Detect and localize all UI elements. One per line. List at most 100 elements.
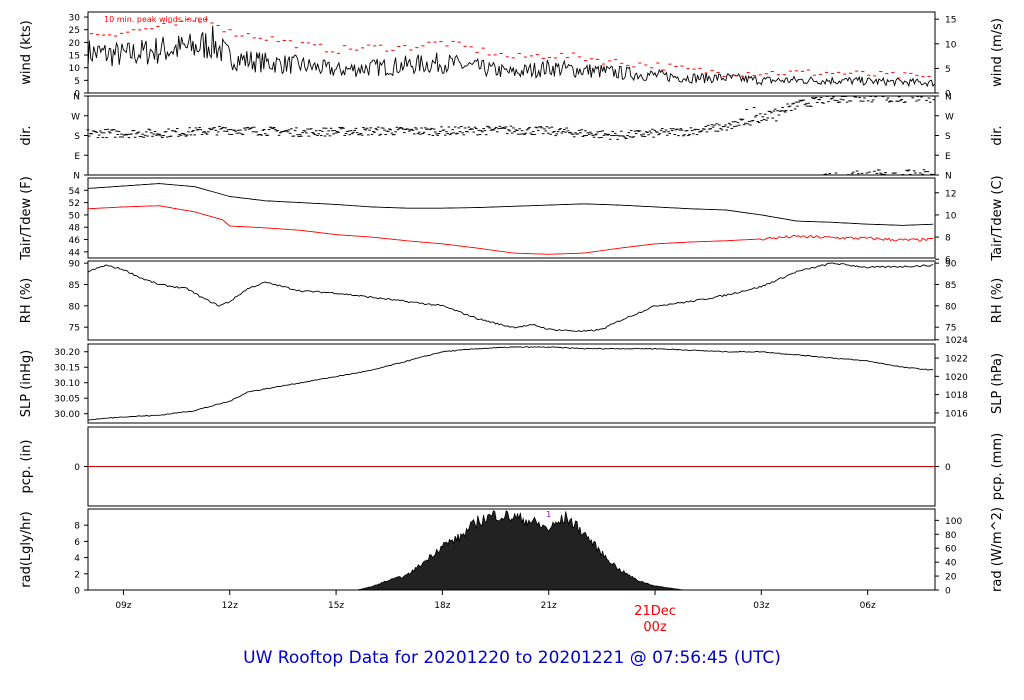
wind-ylabel-right: wind (m/s) [990,18,1005,87]
wind-left-axis-label: 20 [69,39,81,49]
pressure-right-axis-label: 1018 [945,391,968,401]
temperature-left-axis-label: 44 [69,248,81,258]
direction-ylabel-right: dir. [990,125,1005,145]
x-axis-tick-label: 09z [115,601,131,611]
humidity-left-axis-label: 80 [69,302,81,312]
humidity-right-axis-label: 75 [945,324,956,334]
temperature-left-axis-label: 52 [69,199,80,209]
humidity-right-axis-label: 80 [945,302,957,312]
wind-left-axis-label: 25 [69,26,80,36]
temperature-left-axis-label: 54 [69,187,81,197]
humidity-ylabel-right: RH (%) [990,278,1005,323]
radiation-marker: 1 [546,510,551,519]
pressure-series [87,346,934,421]
direction-right-axis-label: S [945,132,951,142]
direction-right-axis-label: W [945,112,954,122]
wind-right-axis-label: 10 [945,40,957,50]
direction-left-axis-label: S [74,132,80,142]
radiation-left-axis-label: 4 [74,554,80,564]
humidity-right-axis-label: 90 [945,260,957,270]
temperature-left-axis-label: 50 [69,211,81,221]
wind-left-axis-label: 10 [69,64,81,74]
humidity-ylabel-left: RH (%) [19,278,34,323]
humidity-left-axis-label: 75 [69,324,80,334]
radiation-left-axis-label: 2 [74,570,80,580]
temperature-series-tdew [87,205,934,255]
pressure-right-axis-label: 1020 [945,373,968,383]
wind-annotation: 10 min. peak winds in red [104,15,208,24]
humidity-series [87,262,934,332]
pressure-left-axis-label: 30.05 [54,395,80,405]
radiation-area [88,510,684,591]
radiation-right-axis-label: 40 [945,559,957,569]
precipitation-right-axis-label: 0 [945,463,951,473]
wind-left-axis-label: 0 [74,90,80,100]
direction-right-axis-label: N [945,172,952,182]
temperature-right-axis-label: 10 [945,211,957,221]
precipitation-left-axis-label: 0 [74,463,80,473]
x-axis-tick-label: 18z [434,601,450,611]
wind-left-axis-label: 15 [69,52,80,62]
wind-right-axis-label: 15 [945,16,956,26]
direction-ylabel-left: dir. [19,125,34,145]
temperature-ylabel-right: Tair/Tdew (C) [990,175,1005,261]
radiation-left-axis-label: 8 [74,522,80,532]
temperature-left-axis-label: 46 [69,236,81,246]
radiation-right-axis-label: 60 [945,545,957,555]
x-axis-tick-label: 06z [860,601,876,611]
direction-left-axis-label: N [73,172,80,182]
direction-left-axis-label: N [73,93,80,103]
wind-right-axis-label: 5 [945,65,951,75]
pressure-left-axis-label: 30.20 [54,348,80,358]
wind-right-axis-label: 0 [945,90,951,100]
temperature-frame [87,177,936,259]
temperature-ylabel-left: Tair/Tdew (F) [19,176,34,261]
x-axis-tick-label: 03z [753,601,769,611]
temperature-right-axis-label: 6 [945,256,951,266]
radiation-right-axis-label: 80 [945,531,957,541]
direction-frame [87,95,936,176]
radiation-right-axis-label: 20 [945,573,957,583]
radiation-ylabel-right: rad (W/m^2) [990,507,1005,592]
temperature-right-axis-label: 12 [945,189,956,199]
direction-left-axis-label: E [74,152,80,162]
humidity-frame [87,260,936,341]
pressure-ylabel-right: SLP (hPa) [990,353,1005,414]
wind-series [87,25,935,88]
precipitation-ylabel-left: pcp. (in) [19,440,34,494]
direction-right-axis-label: N [945,93,952,103]
x-axis-date-sub: 00z [643,620,667,635]
pressure-ylabel-left: SLP (inHg) [19,350,34,418]
radiation-right-axis-label: 0 [945,587,951,597]
humidity-left-axis-label: 90 [69,260,81,270]
temperature-left-axis-label: 48 [69,224,81,234]
wind-left-axis-label: 5 [74,77,80,87]
precipitation-ylabel-right: pcp. (mm) [990,433,1005,500]
wind-ylabel-left: wind (kts) [19,20,34,84]
page-title: UW Rooftop Data for 20201220 to 20201221… [243,648,781,668]
pressure-left-axis-label: 30.10 [54,379,80,389]
temperature-series-tair [87,183,934,226]
humidity-right-axis-label: 85 [945,281,956,291]
x-axis-tick-label: 12z [222,601,238,611]
direction-right-axis-label: E [945,152,951,162]
pressure-right-axis-label: 1024 [945,336,968,346]
humidity-left-axis-label: 85 [69,281,80,291]
x-axis-date-label: 21Dec [634,604,676,619]
wind-left-axis-label: 30 [69,14,81,24]
radiation-right-axis-label: 100 [945,517,962,527]
direction-left-axis-label: W [71,112,80,122]
radiation-ylabel-left: rad(Lgly/hr) [19,511,34,587]
temperature-right-axis-label: 8 [945,234,951,244]
wind-frame [87,11,936,94]
radiation-left-axis-label: 6 [74,538,80,548]
pressure-left-axis-label: 30.00 [54,410,80,420]
radiation-left-axis-label: 0 [74,587,80,597]
x-axis-tick-label: 21z [541,601,557,611]
pressure-frame [87,343,936,424]
pressure-right-axis-label: 1022 [945,355,968,365]
x-axis-tick-label: 15z [328,601,344,611]
pressure-left-axis-label: 30.15 [54,364,80,374]
pressure-right-axis-label: 1016 [945,409,968,419]
